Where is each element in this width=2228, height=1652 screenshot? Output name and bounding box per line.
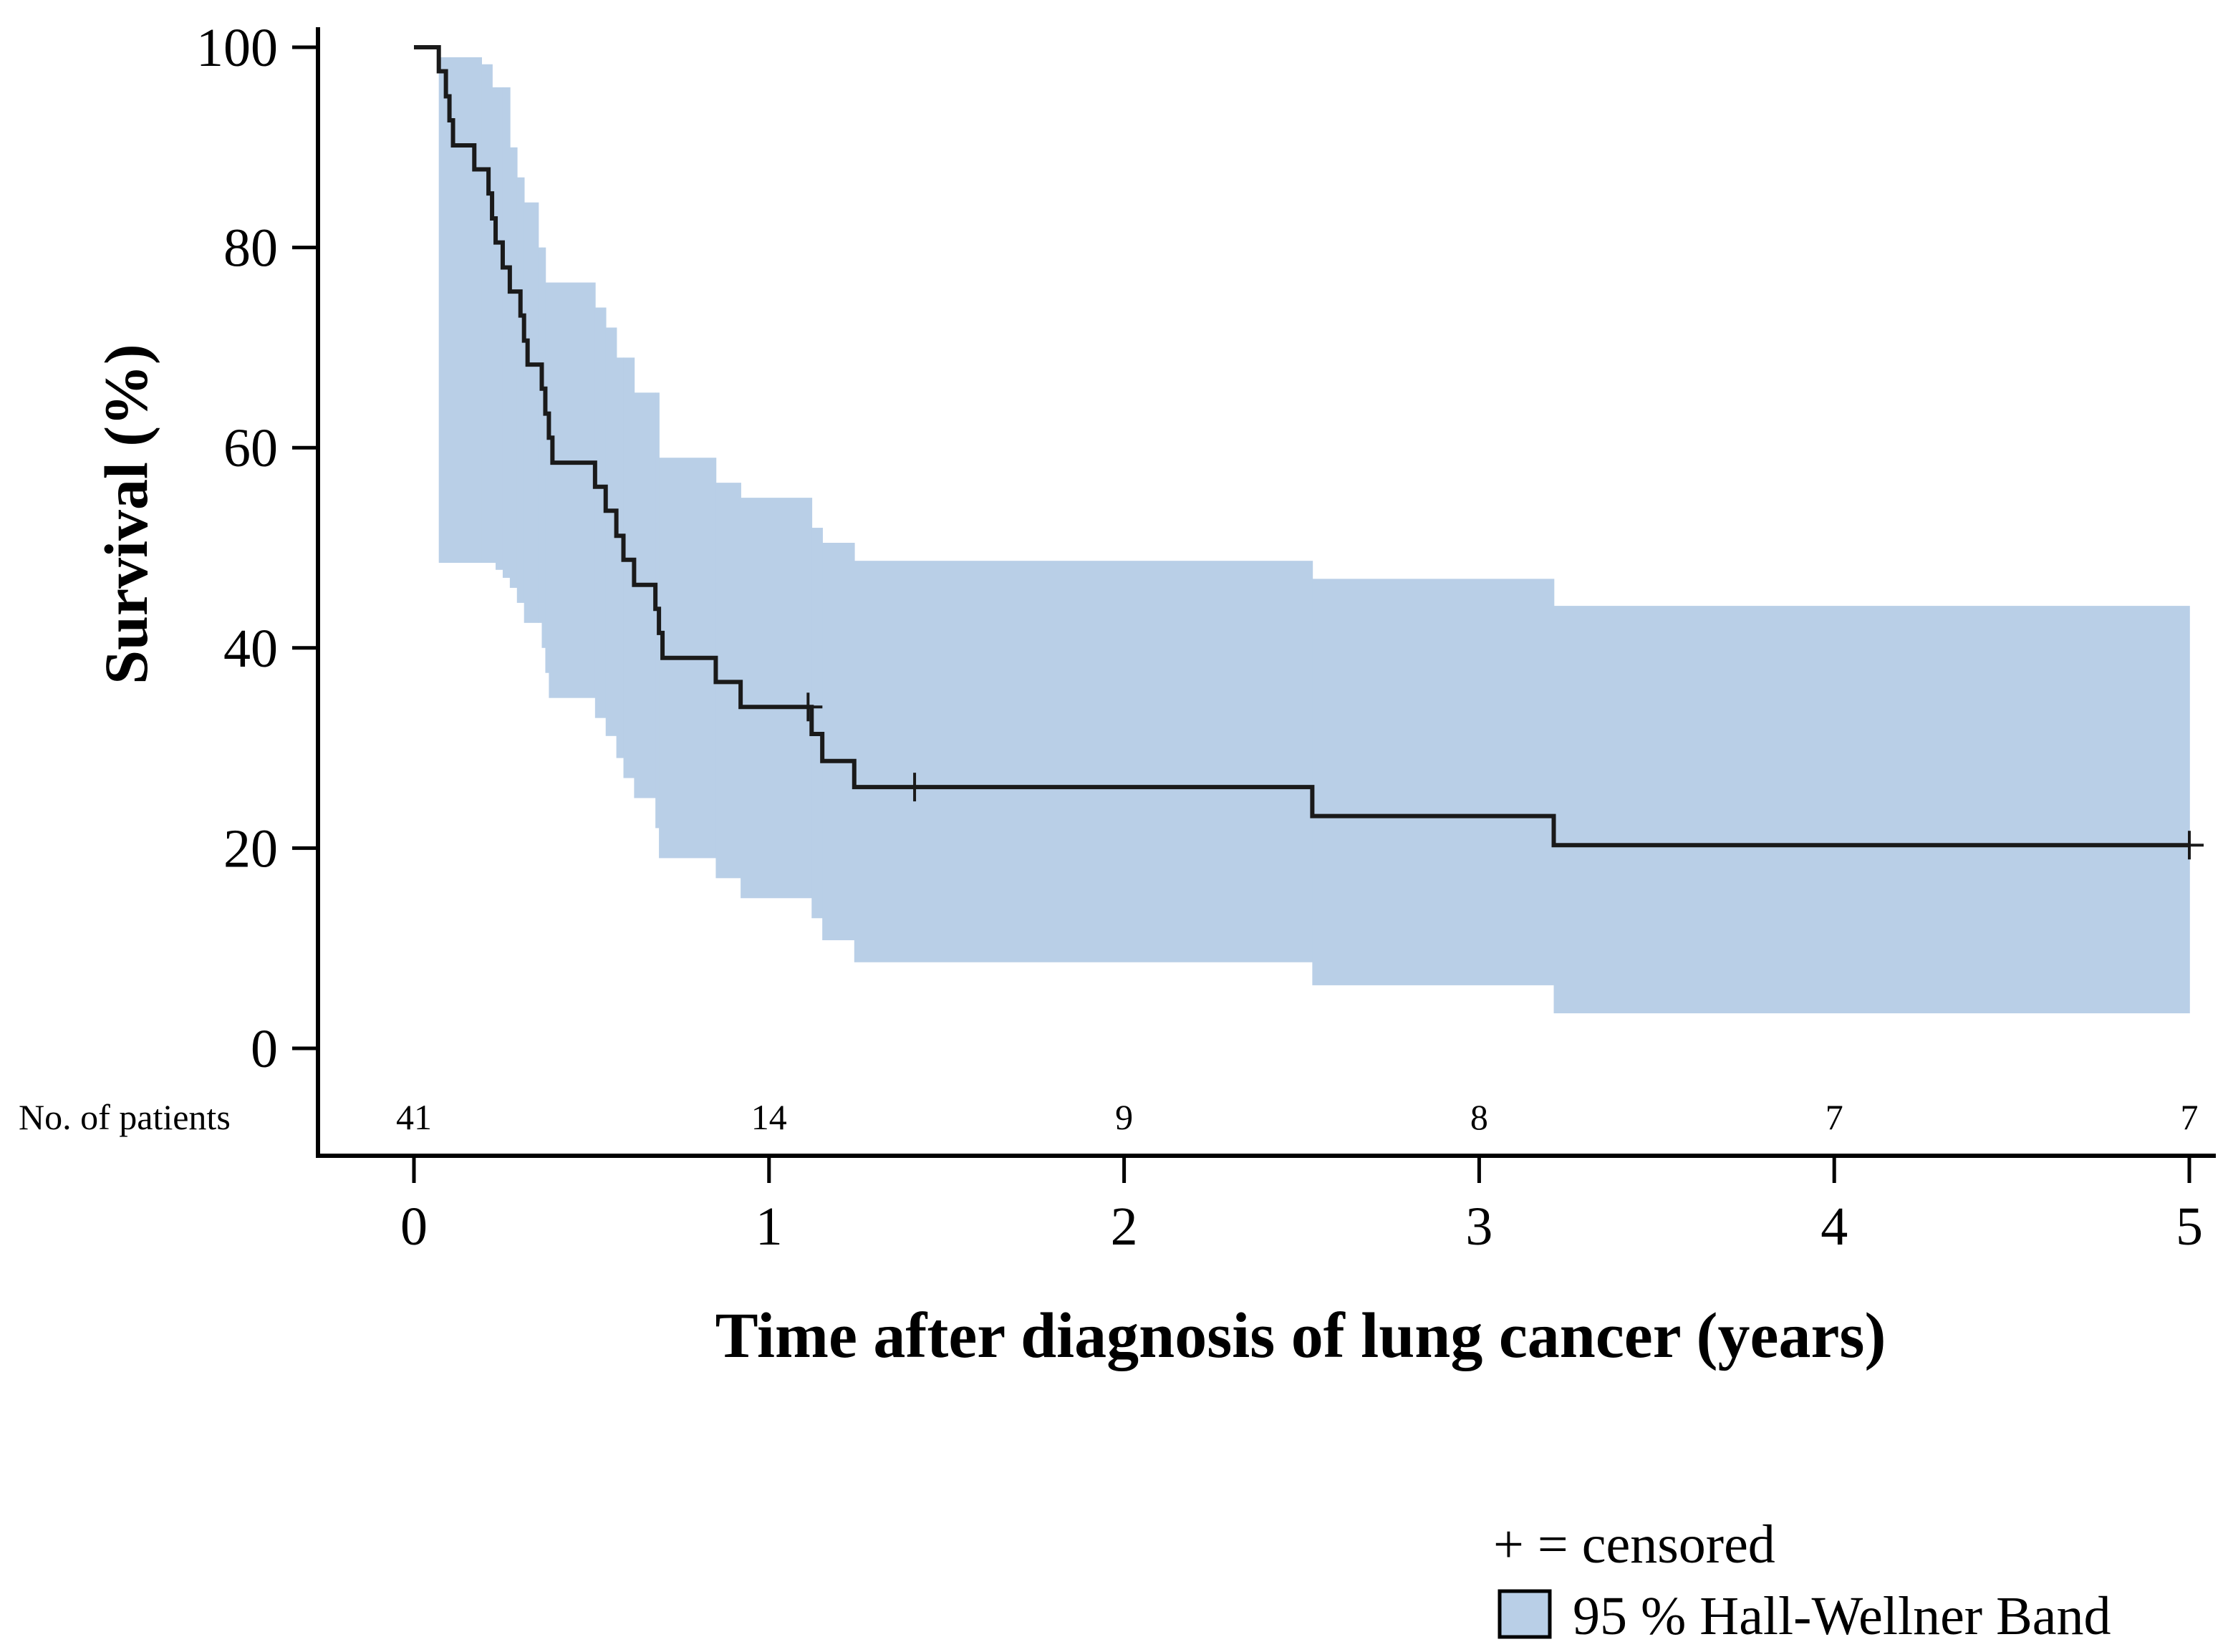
x-tick-label: 1	[756, 1197, 783, 1257]
censor-mark	[900, 773, 930, 802]
legend-band-swatch	[1498, 1589, 1552, 1639]
band-segment	[854, 561, 1313, 962]
band-segment	[438, 57, 483, 563]
band-segment	[549, 282, 596, 698]
y-tick-label: 100	[196, 18, 278, 78]
y-ticks: 0 20 40 60 80 100	[196, 18, 318, 1079]
x-tick-label: 3	[1465, 1197, 1492, 1257]
band-segment	[811, 528, 823, 919]
y-tick-label: 80	[223, 218, 278, 279]
y-axis-title: Survival (%)	[92, 344, 160, 684]
confidence-band-layer	[438, 57, 2190, 1014]
risk-count: 7	[1826, 1097, 1843, 1137]
x-tick-label: 2	[1111, 1197, 1138, 1257]
survival-curve-layer	[414, 45, 2204, 860]
band-segment	[538, 247, 543, 623]
legend-censored-label: + = censored	[1493, 1515, 1775, 1575]
risk-count: 7	[2181, 1097, 2199, 1137]
censor-mark	[794, 692, 823, 722]
band-segment	[822, 543, 855, 941]
risk-count: 14	[751, 1097, 787, 1137]
band-segment	[616, 357, 624, 758]
risk-count: 8	[1470, 1097, 1488, 1137]
y-tick-label: 40	[223, 619, 278, 679]
x-tick-label: 4	[1821, 1197, 1848, 1257]
band-segment	[481, 64, 493, 563]
band-segment	[509, 147, 518, 588]
x-tick-label: 0	[400, 1197, 428, 1257]
y-tick-label: 60	[223, 418, 278, 478]
band-segment	[524, 202, 539, 623]
band-segment	[496, 87, 503, 570]
y-tick-label: 20	[223, 818, 278, 879]
band-segment	[594, 307, 607, 718]
band-segment	[541, 247, 546, 648]
band-segment	[492, 87, 496, 563]
legend-band-label: 95 % Hall-Wellner Band	[1573, 1586, 2111, 1646]
x-tick-label: 5	[2176, 1197, 2203, 1257]
band-segment	[545, 282, 550, 673]
survival-curve	[414, 45, 2189, 848]
band-segment	[516, 177, 525, 603]
band-segment	[634, 392, 656, 798]
risk-count: 9	[1115, 1097, 1133, 1137]
risk-table: No. of patients 41 14 9 8 7 7	[19, 1097, 2199, 1137]
axes	[316, 27, 2216, 1158]
band-segment	[741, 498, 813, 899]
band-segment	[605, 327, 617, 736]
risk-table-label: No. of patients	[19, 1097, 231, 1137]
risk-count: 41	[396, 1097, 432, 1137]
band-segment	[1553, 606, 2190, 1014]
band-segment	[623, 357, 635, 778]
legend: + = censored 95 % Hall-Wellner Band	[1493, 1515, 2111, 1646]
censor-mark	[2175, 831, 2204, 860]
band-segment	[502, 87, 511, 578]
y-tick-label: 0	[251, 1019, 278, 1079]
band-segment	[1312, 579, 1555, 985]
x-axis-title: Time after diagnosis of lung cancer (yea…	[715, 1300, 1886, 1371]
x-ticks: 0 1 2 3 4 5	[400, 1156, 2203, 1257]
